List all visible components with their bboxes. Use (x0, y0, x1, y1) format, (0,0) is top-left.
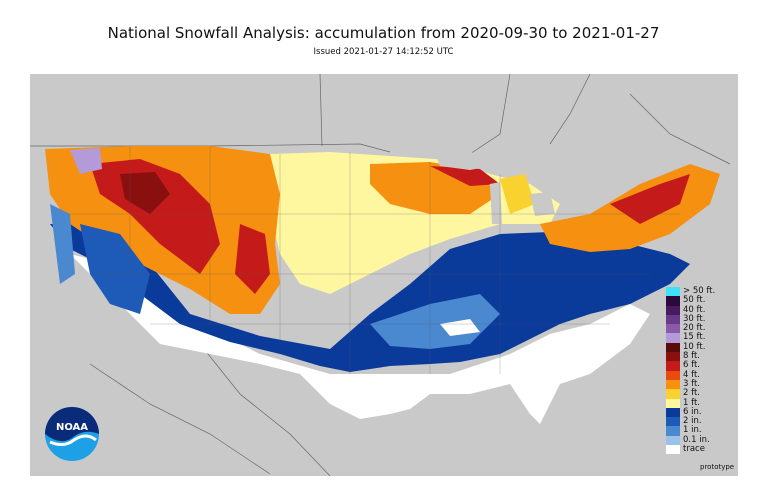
legend-item: 6 ft. (666, 360, 715, 371)
legend-item: 50 ft. (666, 295, 715, 306)
legend-label: 4 ft. (683, 369, 700, 380)
legend-swatch (666, 435, 680, 446)
legend-label: 6 ft. (683, 360, 700, 371)
prototype-note: prototype (700, 463, 735, 471)
legend-label: 3 ft. (683, 378, 700, 389)
legend-swatch (666, 426, 680, 436)
snowfall-legend: > 50 ft. 50 ft. 40 ft. 30 ft. 20 ft. 15 ft. 10… (666, 286, 716, 455)
legend-swatch (666, 342, 680, 353)
legend-item: 20 ft. (666, 323, 715, 334)
legend-label: 1 ft. (683, 397, 700, 408)
legend-swatch (666, 324, 680, 334)
legend-item: 10 ft. (666, 341, 715, 353)
legend-item: 1 ft. (666, 397, 715, 408)
legend-item: 0.1 in. (666, 434, 715, 446)
legend-swatch (666, 407, 680, 418)
rockies-peak-region (90, 159, 220, 274)
issued-timestamp: Issued 2021-01-27 14:12:52 UTC (313, 47, 454, 57)
lake-huron (530, 192, 555, 216)
legend-item: 3 ft. (666, 378, 715, 390)
legend-swatch (666, 296, 680, 306)
legend-item: trace (666, 444, 715, 455)
legend-item: 4 ft. (666, 369, 715, 380)
legend-label: 20 ft. (683, 323, 706, 334)
legend-item: 2 ft. (666, 388, 715, 399)
legend-swatch (666, 445, 680, 455)
colorado-peak-region (235, 224, 270, 294)
legend-swatch (666, 333, 680, 343)
legend-item: 8 ft. (666, 351, 715, 362)
legend-label: trace (683, 444, 705, 455)
noaa-logo-text: NOAA (56, 422, 88, 433)
legend-label: 10 ft. (683, 341, 706, 352)
one-inch-region (370, 294, 500, 349)
map-canvas (30, 74, 731, 476)
great-basin-region (80, 224, 150, 314)
legend-swatch (666, 389, 680, 399)
lake-michigan (490, 182, 502, 224)
map-title: National Snowfall Analysis: accumulation… (107, 24, 660, 42)
legend-label: 1 in. (683, 425, 702, 436)
legend-swatch (666, 287, 680, 297)
legend-item: 15 ft. (666, 332, 715, 343)
michigan-region (500, 174, 535, 214)
legend-item: > 50 ft. (666, 286, 716, 297)
lake-superior (435, 152, 500, 170)
trace-patch (440, 319, 480, 336)
legend-label: 2 in. (683, 416, 702, 427)
six-inch-region (50, 224, 690, 372)
legend-item: 1 in. (666, 425, 715, 436)
legend-swatch (666, 305, 680, 315)
northern-rockies-core (120, 172, 170, 214)
legend-label: 2 ft. (683, 388, 700, 399)
legend-item: 6 in. (666, 406, 715, 418)
legend-swatch (666, 370, 680, 380)
northeast-heavy-region (610, 174, 690, 224)
legend-swatch (666, 417, 680, 427)
legend-label: 30 ft. (683, 313, 706, 324)
trace-region (70, 254, 650, 424)
legend-item: 40 ft. (666, 304, 715, 315)
legend-swatch (666, 398, 680, 408)
cascades-high-region (70, 148, 102, 174)
legend-label: 0.1 in. (683, 434, 710, 445)
state-boundaries (70, 146, 680, 374)
legend-label: 6 in. (683, 406, 702, 417)
legend-label: 50 ft. (683, 295, 706, 306)
noaa-logo-icon: NOAA (45, 407, 99, 461)
lake-superior-band (430, 166, 500, 186)
legend-label: 40 ft. (683, 304, 706, 315)
legend-item: 30 ft. (666, 313, 715, 325)
country-boundaries (30, 74, 731, 476)
noaa-logo: NOAA (44, 406, 100, 466)
legend-item: 2 in. (666, 416, 715, 427)
coast-low-region (50, 204, 75, 284)
legend-label: 8 ft. (683, 351, 700, 362)
legend-swatch (666, 361, 680, 371)
legend-swatch (666, 352, 680, 362)
legend-label: 15 ft. (683, 332, 706, 343)
snowfall-map (30, 74, 738, 476)
legend-label: > 50 ft. (683, 286, 716, 296)
legend-swatch (666, 379, 680, 390)
legend-swatch (666, 314, 680, 325)
